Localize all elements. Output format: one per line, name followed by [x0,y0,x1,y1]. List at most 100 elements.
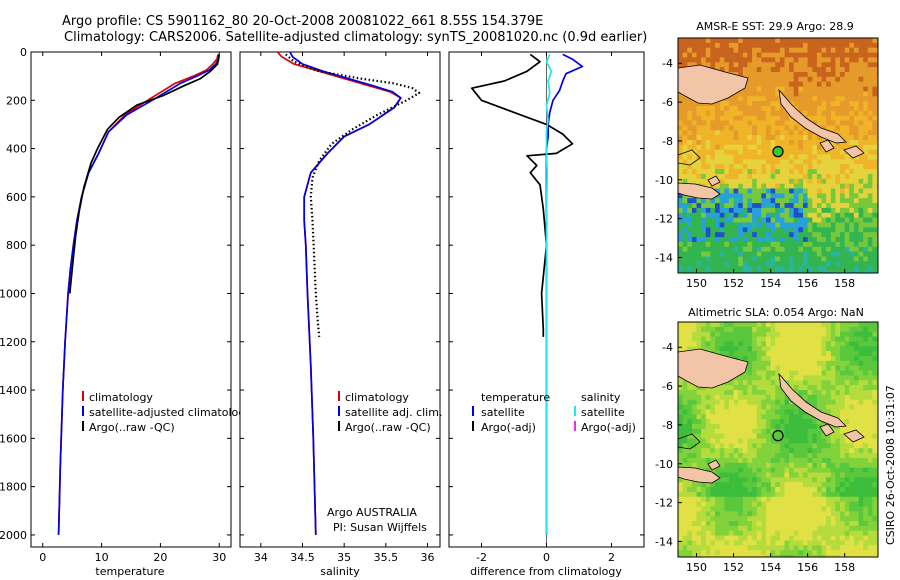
map-cell [803,424,808,430]
map-cell [775,555,781,557]
map-cell [867,346,873,352]
map-cell [798,144,804,151]
map-cell [719,222,725,228]
map-cell [710,42,716,49]
map-cell [766,169,771,175]
map-cell [784,154,790,160]
map-cell [784,72,790,78]
map-cell [830,443,836,449]
map-cell [812,351,818,357]
map-y-tick-label: -6 [662,96,673,109]
map-cell [710,482,716,488]
map-cell [766,47,771,53]
map-cell [742,144,748,151]
map-cell [784,246,790,253]
map-cell [826,198,832,204]
map-cell [761,545,767,551]
map-cell [803,169,808,175]
x-tick-label: 35.5 [374,551,399,564]
map-cell [738,135,744,141]
map-cell [826,227,832,233]
map-cell [724,394,730,401]
map-cell [701,341,707,347]
map-cell [733,212,739,219]
map-cell [867,222,873,228]
map-cell [807,67,813,73]
map-cell [705,62,711,68]
map-cell [835,341,841,347]
map-cell [807,501,813,507]
map-cell [872,256,878,262]
map-cell [766,125,771,131]
map-cell [770,365,776,371]
map-cell [761,550,767,556]
map-cell [779,545,785,551]
map-cell [766,188,771,194]
map-cell [807,346,813,352]
map-cell [779,322,785,328]
map-cell [728,341,734,347]
map-cell [816,246,822,253]
map-cell [761,217,767,223]
map-cell [807,241,813,248]
map-cell [719,540,725,546]
map-cell [719,203,725,209]
map-cell [798,251,804,257]
map-cell [858,174,864,180]
map-cell [752,42,758,49]
map-cell [812,237,818,243]
map-cell [844,530,850,537]
map-cell [840,120,845,126]
map-cell [858,203,864,209]
map-cell [863,365,869,371]
map-cell [821,38,827,44]
map-cell [835,115,841,121]
map-cell [696,428,702,435]
map-cell [826,462,832,469]
map-cell [766,443,771,449]
map-cell [687,428,693,435]
map-cell [770,545,776,551]
map-cell [858,232,864,238]
map-cell [724,266,730,272]
map-cell [742,135,748,141]
map-cell [728,159,734,165]
map-cell [770,380,776,386]
map-cell [766,414,771,420]
map-cell [821,443,827,449]
map-cell [872,217,878,223]
map-cell [858,222,864,228]
map-cell [849,241,855,248]
map-cell [835,458,841,464]
map-cell [821,232,827,238]
map-cell [858,462,864,469]
map-cell [710,110,716,117]
map-cell [826,91,832,97]
map-cell [756,251,762,257]
map-cell [821,217,827,223]
map-cell [770,453,776,459]
map-cell [696,336,702,342]
map-cell [816,555,822,557]
map-cell [687,550,693,556]
map-cell [853,506,859,512]
map-cell [766,341,771,347]
map-cell [867,390,873,396]
map-cell [752,443,758,449]
map-cell [821,212,827,219]
map-cell [835,120,841,126]
map-cell [849,394,855,401]
map-cell [705,140,711,146]
map-cell [715,203,720,209]
map-cell [687,545,693,551]
map-cell [775,341,781,347]
map-cell [789,375,795,381]
map-cell [756,261,762,267]
map-cell [840,183,845,189]
map-cell [728,501,734,507]
map-cell [752,399,758,405]
map-cell [779,188,785,194]
map-cell [803,232,808,238]
map-cell [853,81,859,87]
map-cell [858,42,864,49]
